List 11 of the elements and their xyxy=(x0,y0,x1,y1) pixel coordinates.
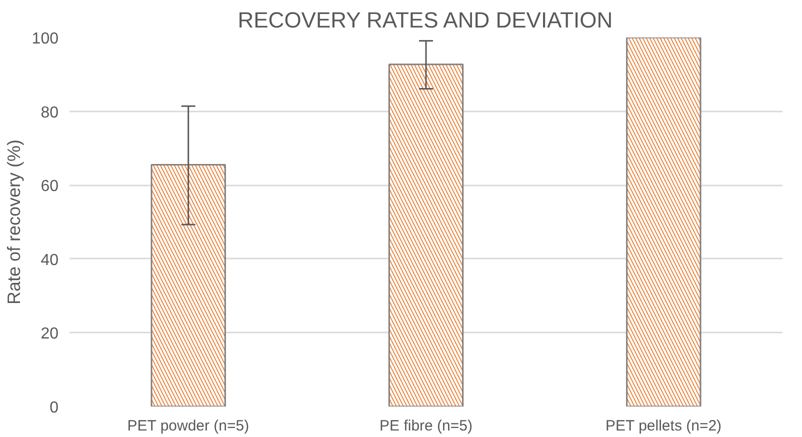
x-tick-label: PE fibre (n=5) xyxy=(380,418,472,434)
y-tick-label: 60 xyxy=(40,178,59,196)
y-tick-label: 100 xyxy=(32,30,59,48)
y-tick-label: 0 xyxy=(50,400,59,416)
y-axis-title: Rate of recovery (%) xyxy=(4,139,24,305)
y-tick-label: 80 xyxy=(40,104,59,122)
x-tick-label: PET powder (n=5) xyxy=(127,418,250,434)
x-tick-label: PET pellets (n=2) xyxy=(606,418,722,434)
chart-title: RECOVERY RATES AND DEVIATION xyxy=(238,8,613,32)
y-tick-label: 40 xyxy=(40,252,59,269)
y-tick-label: 20 xyxy=(40,326,59,343)
